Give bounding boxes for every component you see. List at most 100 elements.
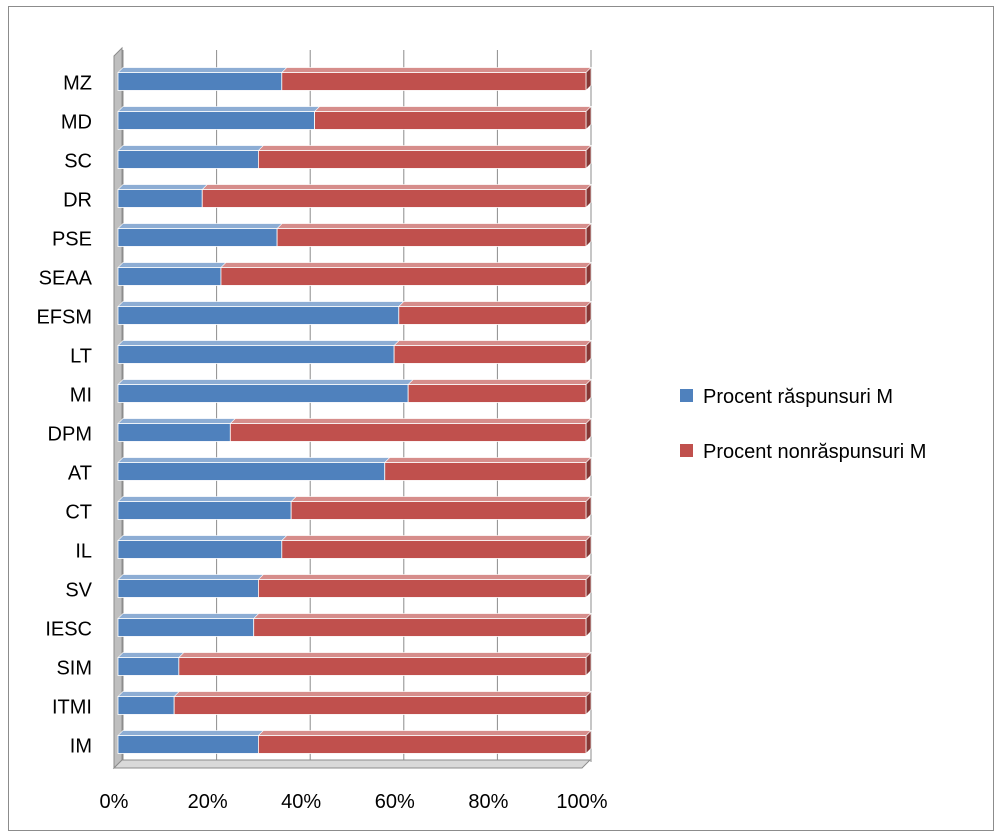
bar-nonraspunsuri-im <box>257 735 587 754</box>
bar-raspunsuri-sv <box>117 579 259 598</box>
category-label: DR <box>63 190 92 212</box>
bar-raspunsuri-iesc <box>117 618 255 637</box>
bar-raspunsuri-itmi <box>117 696 175 715</box>
category-label: IL <box>75 541 92 563</box>
bar-top-raspunsuri <box>117 730 265 736</box>
category-label: MI <box>70 385 92 407</box>
category-label: LT <box>70 346 92 368</box>
bar-top-raspunsuri <box>117 496 297 502</box>
bar-top-raspunsuri <box>117 574 265 580</box>
bar-nonraspunsuri-efsm <box>398 306 587 325</box>
category-label: SEAA <box>39 268 93 290</box>
bar-nonraspunsuri-md <box>314 111 587 130</box>
bar-raspunsuri-ct <box>117 501 292 520</box>
bar-top-raspunsuri <box>117 457 391 463</box>
bar-top-raspunsuri <box>117 340 400 346</box>
bar-top-nonraspunsuri <box>173 691 592 697</box>
bar-raspunsuri-md <box>117 111 315 130</box>
bar-top-raspunsuri <box>117 418 237 424</box>
bar-top-nonraspunsuri <box>220 262 592 268</box>
bar-top-nonraspunsuri <box>398 301 592 307</box>
bar-nonraspunsuri-iesc <box>253 618 587 637</box>
bar-raspunsuri-sc <box>117 150 259 169</box>
bar-top-nonraspunsuri <box>257 730 592 736</box>
category-label: SV <box>65 580 92 602</box>
bar-raspunsuri-dr <box>117 189 203 208</box>
bar-raspunsuri-dpm <box>117 423 231 442</box>
bar-top-nonraspunsuri <box>229 418 592 424</box>
bar-top-raspunsuri <box>117 262 227 268</box>
category-label: IM <box>70 736 92 758</box>
bar-raspunsuri-pse <box>117 228 278 247</box>
bar-top-nonraspunsuri <box>257 574 592 580</box>
bar-raspunsuri-sim <box>117 657 180 676</box>
bar-top-nonraspunsuri <box>281 535 592 541</box>
bar-nonraspunsuri-at <box>384 462 587 481</box>
bar-top-raspunsuri <box>117 184 208 190</box>
bar-raspunsuri-mz <box>117 72 283 91</box>
bar-top-nonraspunsuri <box>178 652 592 658</box>
bar-nonraspunsuri-itmi <box>173 696 587 715</box>
bar-nonraspunsuri-pse <box>276 228 587 247</box>
x-tick-label: 100% <box>556 791 607 813</box>
x-tick-label: 80% <box>468 791 508 813</box>
bar-top-raspunsuri <box>117 106 321 112</box>
bar-top-nonraspunsuri <box>384 457 592 463</box>
legend-label: Procent răspunsuri M <box>703 386 893 408</box>
bar-nonraspunsuri-seaa <box>220 267 587 286</box>
category-label: PSE <box>52 229 92 251</box>
category-label: EFSM <box>36 307 92 329</box>
bar-nonraspunsuri-il <box>281 540 587 559</box>
legend-label: Procent nonrăspunsuri M <box>703 441 926 463</box>
category-label: MD <box>61 112 92 134</box>
bar-nonraspunsuri-dr <box>201 189 587 208</box>
floor <box>112 759 592 769</box>
bar-top-nonraspunsuri <box>393 340 592 346</box>
bar-top-raspunsuri <box>117 223 283 229</box>
bar-top-raspunsuri <box>117 691 180 697</box>
bar-top-nonraspunsuri <box>407 379 592 385</box>
bar-top-nonraspunsuri <box>290 496 592 502</box>
category-label: ITMI <box>52 697 92 719</box>
bar-top-raspunsuri <box>117 67 288 73</box>
bar-top-nonraspunsuri <box>281 67 592 73</box>
bar-nonraspunsuri-sc <box>257 150 587 169</box>
bar-nonraspunsuri-mz <box>281 72 587 91</box>
bar-nonraspunsuri-sv <box>257 579 587 598</box>
bar-raspunsuri-im <box>117 735 259 754</box>
bar-top-raspunsuri <box>117 379 414 385</box>
bar-top-nonraspunsuri <box>252 613 592 619</box>
x-tick-label: 0% <box>100 791 129 813</box>
bar-nonraspunsuri-ct <box>290 501 587 520</box>
x-tick-label: 40% <box>281 791 321 813</box>
bar-top-nonraspunsuri <box>313 106 592 112</box>
bar-raspunsuri-at <box>117 462 386 481</box>
bar-top-raspunsuri <box>117 145 265 151</box>
category-label: AT <box>68 463 92 485</box>
category-label: IESC <box>45 619 92 641</box>
x-tick-label: 20% <box>188 791 228 813</box>
bar-nonraspunsuri-mi <box>407 384 587 403</box>
bar-raspunsuri-mi <box>117 384 409 403</box>
bar-raspunsuri-efsm <box>117 306 400 325</box>
bar-nonraspunsuri-sim <box>178 657 587 676</box>
bar-top-raspunsuri <box>117 535 288 541</box>
category-label: SC <box>64 151 92 173</box>
bar-raspunsuri-lt <box>117 345 395 364</box>
bar-raspunsuri-il <box>117 540 283 559</box>
category-label: SIM <box>56 658 92 680</box>
bar-top-nonraspunsuri <box>276 223 592 229</box>
bar-top-raspunsuri <box>117 613 260 619</box>
bar-top-raspunsuri <box>117 301 405 307</box>
bar-top-raspunsuri <box>117 652 185 658</box>
bar-nonraspunsuri-dpm <box>229 423 587 442</box>
bar-top-nonraspunsuri <box>257 145 592 151</box>
category-label: MZ <box>63 73 92 95</box>
bar-top-nonraspunsuri <box>201 184 592 190</box>
bar-raspunsuri-seaa <box>117 267 222 286</box>
bar-nonraspunsuri-lt <box>393 345 587 364</box>
x-tick-label: 60% <box>375 791 415 813</box>
legend-swatch <box>680 444 693 457</box>
category-label: CT <box>65 502 92 524</box>
